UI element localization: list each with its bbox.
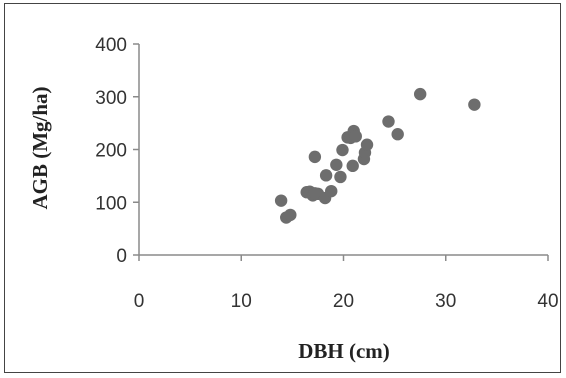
data-point bbox=[319, 169, 333, 182]
data-point bbox=[360, 138, 374, 151]
data-point bbox=[413, 87, 427, 101]
data-point bbox=[325, 184, 338, 198]
axes bbox=[133, 43, 549, 261]
data-point bbox=[336, 143, 349, 157]
y-tick-label: 200 bbox=[95, 141, 127, 162]
data-point bbox=[284, 208, 297, 222]
x-tick-label: 0 bbox=[134, 291, 145, 312]
data-point bbox=[382, 115, 395, 128]
data-point bbox=[308, 187, 322, 200]
x-tick-label: 10 bbox=[231, 291, 252, 312]
x-tick-labels: 0 10 20 30 40 bbox=[134, 291, 559, 312]
chart-frame bbox=[4, 3, 561, 373]
y-tick-label: 300 bbox=[95, 88, 127, 109]
y-tick-labels: 0 100 200 300 400 bbox=[95, 35, 127, 267]
x-tick-label: 20 bbox=[333, 291, 354, 312]
data-point bbox=[349, 130, 362, 143]
y-tick-label: 100 bbox=[95, 193, 127, 214]
y-axis-title: AGB (Mg/ha) bbox=[28, 86, 52, 209]
data-point bbox=[346, 159, 359, 173]
x-tick-label: 30 bbox=[435, 291, 456, 312]
data-point bbox=[330, 158, 343, 171]
data-point bbox=[334, 170, 347, 184]
data-point bbox=[391, 128, 404, 141]
data-point bbox=[468, 98, 481, 111]
data-point bbox=[274, 194, 288, 207]
y-tick-label: 0 bbox=[116, 246, 127, 267]
x-tick-label: 40 bbox=[537, 291, 558, 312]
data-points bbox=[274, 87, 481, 224]
x-axis-title: DBH (cm) bbox=[298, 339, 390, 363]
y-tick-label: 400 bbox=[95, 35, 127, 56]
data-point bbox=[308, 150, 322, 164]
